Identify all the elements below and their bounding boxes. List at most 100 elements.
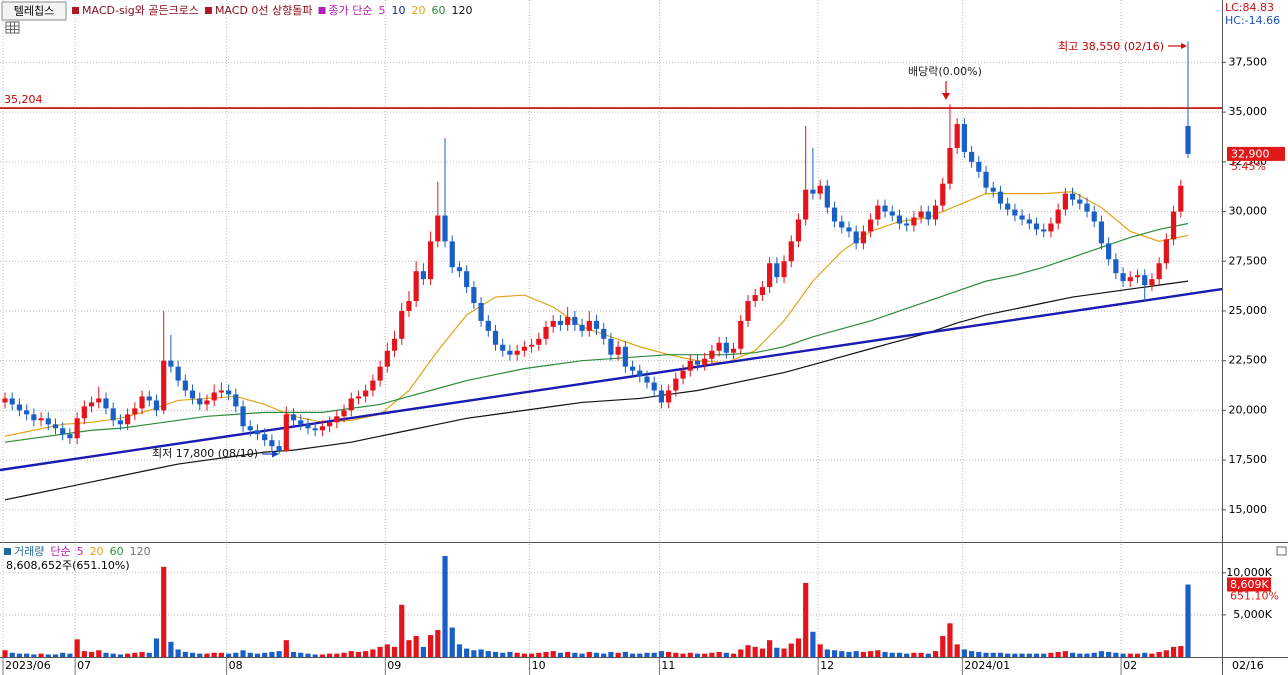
volume-bar xyxy=(348,651,354,657)
candle-body xyxy=(254,430,261,435)
volume-bar xyxy=(1069,652,1076,657)
candle-body xyxy=(557,320,564,325)
candle-body xyxy=(125,414,131,425)
candle-body xyxy=(593,320,600,329)
volume-bar xyxy=(1012,653,1018,657)
candle-body xyxy=(968,151,975,162)
candle-body xyxy=(1163,239,1169,264)
volume-bar xyxy=(629,653,636,657)
y-tick-label: 30,000 xyxy=(1229,205,1268,218)
legend-ma: 60 xyxy=(432,4,446,17)
volume-bar xyxy=(507,651,513,657)
y-tick-label: 17,500 xyxy=(1229,453,1268,466)
candle-body xyxy=(709,350,715,359)
title-button[interactable] xyxy=(1,1,67,21)
candle-body xyxy=(1178,185,1184,212)
volume-bar xyxy=(579,653,585,657)
y-tick-label: 15,000 xyxy=(1229,503,1268,516)
candle-body xyxy=(132,408,138,415)
candle-body xyxy=(110,408,116,421)
volume-bar xyxy=(189,652,196,657)
volume-bar xyxy=(644,652,650,657)
x-tick-label: 2023/06 xyxy=(5,659,51,672)
candle-body xyxy=(673,378,679,391)
volume-legend-ma: 20 xyxy=(90,545,104,558)
x-tick-label: 08 xyxy=(229,659,243,672)
volume-bar xyxy=(687,652,693,657)
volume-bar xyxy=(103,652,109,657)
volume-bar xyxy=(990,652,996,657)
volume-bar xyxy=(182,651,188,657)
candle-body xyxy=(745,301,751,321)
volume-ma-label: 단순 xyxy=(50,545,70,558)
candle-body xyxy=(226,390,232,395)
candle-body xyxy=(189,390,196,399)
volume-bar xyxy=(911,652,917,657)
y-tick-label: 5,000K xyxy=(1233,608,1272,621)
volume-bar xyxy=(1163,650,1169,657)
y-tick-label: 25,000 xyxy=(1229,304,1268,317)
candle-body xyxy=(579,324,585,331)
candle-body xyxy=(442,215,448,242)
volume-bar xyxy=(608,651,614,657)
candle-body xyxy=(247,426,253,431)
volume-bar xyxy=(88,651,95,657)
candle-body xyxy=(240,406,246,427)
volume-bar xyxy=(399,604,405,657)
volume-bar xyxy=(1185,584,1191,657)
volume-bar xyxy=(319,654,325,657)
candle-body xyxy=(492,330,499,345)
candle-body xyxy=(738,320,744,349)
volume-bar xyxy=(925,653,931,657)
volume-bar xyxy=(117,654,124,657)
table-icon[interactable] xyxy=(5,21,20,34)
candle-body xyxy=(1033,223,1040,230)
candle-body xyxy=(904,223,910,226)
moving-average xyxy=(4,280,1189,501)
volume-bar xyxy=(593,652,600,657)
candle-body xyxy=(788,241,794,262)
volume-bar xyxy=(817,644,823,657)
candle-body xyxy=(911,217,917,226)
volume-bar xyxy=(983,652,989,657)
volume-bar xyxy=(240,650,246,657)
candle-body xyxy=(146,396,152,401)
candle-body xyxy=(637,370,643,377)
legend-signal: MACD-sig와 골든크로스 xyxy=(82,4,199,17)
volume-bar xyxy=(204,653,210,657)
volume-bar xyxy=(658,651,665,657)
candle-body xyxy=(853,231,859,244)
candle-body xyxy=(1019,215,1025,220)
volume-bar xyxy=(1062,651,1068,657)
candle-body xyxy=(1113,259,1119,274)
volume-bar xyxy=(60,652,66,657)
candle-body xyxy=(514,350,520,355)
candle-body xyxy=(500,344,506,351)
pane-button[interactable] xyxy=(1276,546,1287,556)
volume-bar xyxy=(904,653,910,657)
candle-body xyxy=(658,390,665,403)
candle-body xyxy=(868,219,874,232)
candle-body xyxy=(730,348,737,353)
x-tick-label: 07 xyxy=(77,659,91,672)
volume-bar xyxy=(254,653,261,657)
volume-bar xyxy=(420,646,426,657)
volume-bar xyxy=(449,627,455,657)
candle-body xyxy=(810,189,816,194)
volume-bar xyxy=(363,651,369,657)
candle-body xyxy=(355,396,362,399)
candle-body xyxy=(153,400,160,411)
volume-bar xyxy=(781,648,787,657)
volume-bar xyxy=(341,652,347,657)
dividend-note: 배당락(0.00%) xyxy=(908,65,982,78)
candle-body xyxy=(67,434,73,439)
legend-swatch xyxy=(4,548,11,555)
volume-bar xyxy=(528,653,535,657)
y-tick-label: 22,500 xyxy=(1229,354,1268,367)
candle-body xyxy=(1120,273,1126,282)
volume-bar xyxy=(1178,646,1184,657)
volume-legend-ma: 5 xyxy=(77,545,84,558)
volume-bar xyxy=(1019,653,1025,657)
candle-body xyxy=(1134,275,1141,278)
candle-body xyxy=(767,263,773,288)
